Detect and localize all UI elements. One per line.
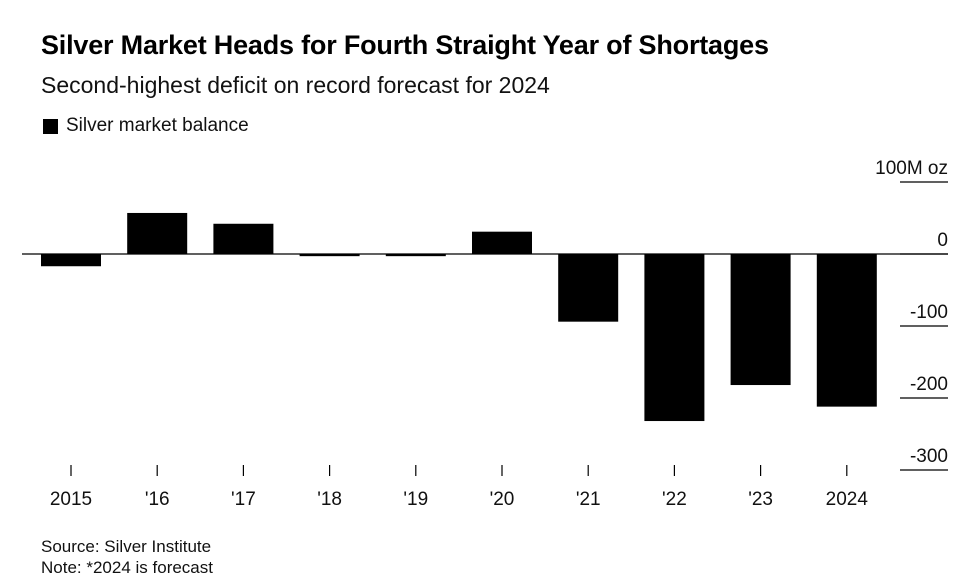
source-note: Source: Silver Institute xyxy=(41,537,212,556)
bar xyxy=(816,254,877,407)
bar xyxy=(299,254,360,257)
x-tick-label: '17 xyxy=(231,489,256,510)
chart-title: Silver Market Heads for Fourth Straight … xyxy=(41,30,769,60)
bar xyxy=(472,231,532,254)
x-tick-label: '18 xyxy=(317,489,342,510)
bar xyxy=(730,254,791,386)
legend: Silver market balance xyxy=(43,115,249,137)
bar xyxy=(385,254,446,257)
legend-swatch xyxy=(43,118,58,134)
footnotes: Source: Silver Institute Note: *2024 is … xyxy=(41,536,213,578)
bar xyxy=(644,254,705,422)
x-tick-label: 2024 xyxy=(826,489,869,510)
x-tick-label: '20 xyxy=(490,489,515,510)
y-tick-label: -100 xyxy=(910,302,948,323)
x-tick-label: '22 xyxy=(662,489,687,510)
bar xyxy=(127,212,188,254)
y-axis: 100M oz 0 -100 -200 -300 xyxy=(875,158,948,471)
chart-subtitle: Second-highest deficit on record forecas… xyxy=(41,72,550,98)
y-tick-label: -300 xyxy=(910,446,948,467)
x-axis: 2015 '16 '17 '18 '19 '20 '21 '22 '23 2024 xyxy=(50,465,869,510)
x-tick-label: '21 xyxy=(576,489,601,510)
y-tick-label: 100M oz xyxy=(875,158,948,179)
bars xyxy=(41,212,877,422)
x-tick-label: 2015 xyxy=(50,489,92,510)
forecast-note: Note: *2024 is forecast xyxy=(41,558,213,577)
y-tick-label: 0 xyxy=(937,230,948,251)
y-tick-label: -200 xyxy=(910,374,948,395)
bar xyxy=(558,254,619,322)
bar xyxy=(41,254,101,267)
x-tick-label: '16 xyxy=(145,489,170,510)
bar xyxy=(213,223,274,254)
x-tick-label: '19 xyxy=(403,489,428,510)
x-tick-label: '23 xyxy=(748,489,773,510)
legend-label: Silver market balance xyxy=(66,115,249,136)
